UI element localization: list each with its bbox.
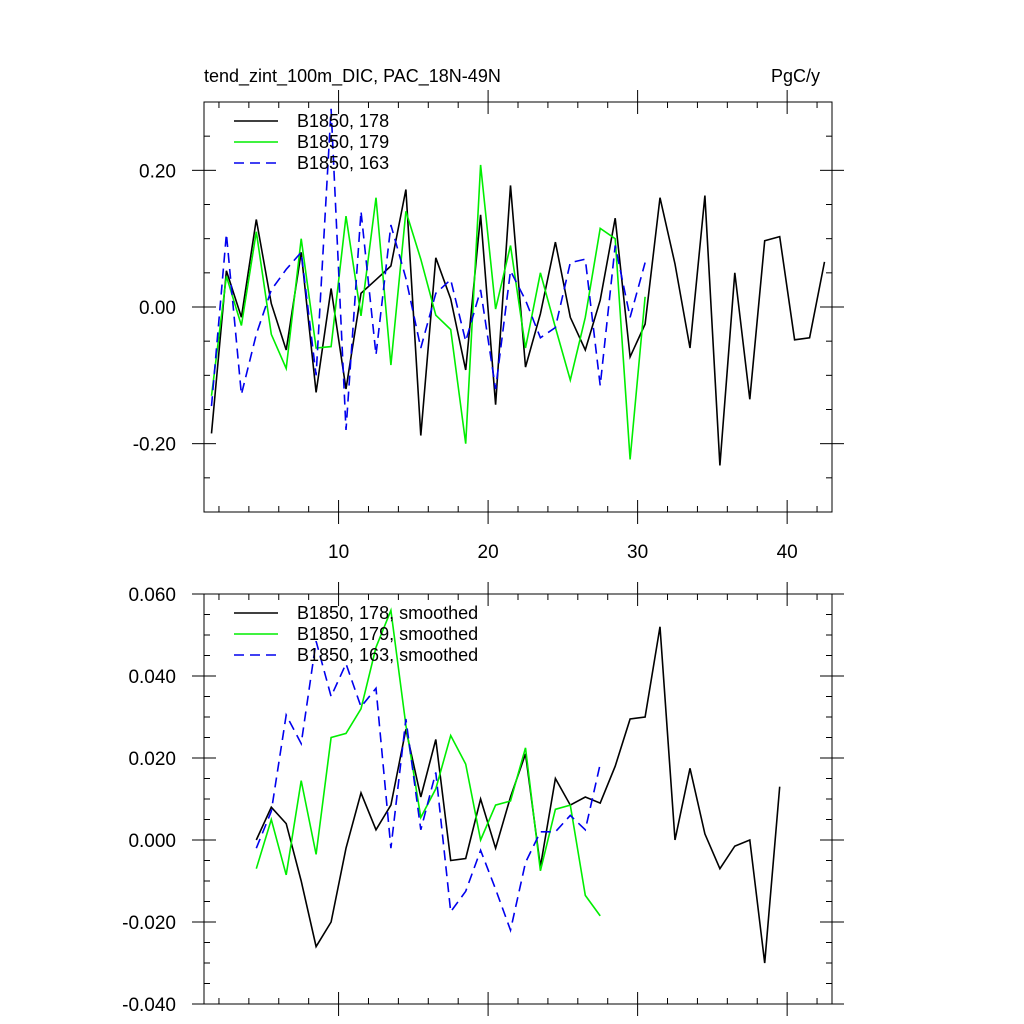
legend-label-2: B1850, 179, smoothed	[297, 624, 478, 644]
series-line-3	[255, 640, 601, 934]
legend-label-1: B1850, 178, smoothed	[297, 603, 478, 623]
legend-label-2: B1850, 179	[297, 132, 389, 152]
bottom-panel: 0.060 0.040 0.020 0.000 -0.020 -0.040 B1850, …	[122, 582, 844, 1016]
y-tick-label: 0.20	[139, 161, 176, 182]
y-tick-label: 0.040	[128, 667, 176, 688]
x-tick-label: 10	[328, 542, 349, 563]
top-panel: tend_zint_100m_DIC, PAC_18N-49N PgC/y 10…	[133, 66, 844, 563]
series-line-3	[210, 108, 646, 431]
top-ticks: 10 20 30 40 0.20 0.00 -0.20	[133, 90, 844, 563]
bottom-series	[255, 607, 781, 964]
legend-label-3: B1850, 163, smoothed	[297, 645, 478, 665]
y-tick-label: 0.060	[128, 585, 176, 606]
y-tick-label: -0.020	[122, 913, 176, 934]
series-line-1	[210, 185, 826, 466]
y-tick-label: -0.040	[122, 995, 176, 1016]
top-chart-title: tend_zint_100m_DIC, PAC_18N-49N	[204, 66, 501, 87]
y-tick-label: 0.020	[128, 749, 176, 770]
y-tick-label: 0.000	[128, 831, 176, 852]
top-chart-units: PgC/y	[771, 66, 820, 86]
legend-label-1: B1850, 178	[297, 111, 389, 131]
series-line-1	[255, 626, 781, 964]
series-line-2	[210, 164, 646, 460]
legend-label-3: B1850, 163	[297, 153, 389, 173]
y-tick-label: -0.20	[133, 435, 176, 456]
x-tick-label: 30	[627, 542, 648, 563]
x-tick-label: 20	[478, 542, 499, 563]
top-series	[210, 108, 826, 466]
x-tick-label: 40	[777, 542, 798, 563]
bottom-ticks: 0.060 0.040 0.020 0.000 -0.020 -0.040	[122, 582, 844, 1016]
y-tick-label: 0.00	[139, 298, 176, 319]
